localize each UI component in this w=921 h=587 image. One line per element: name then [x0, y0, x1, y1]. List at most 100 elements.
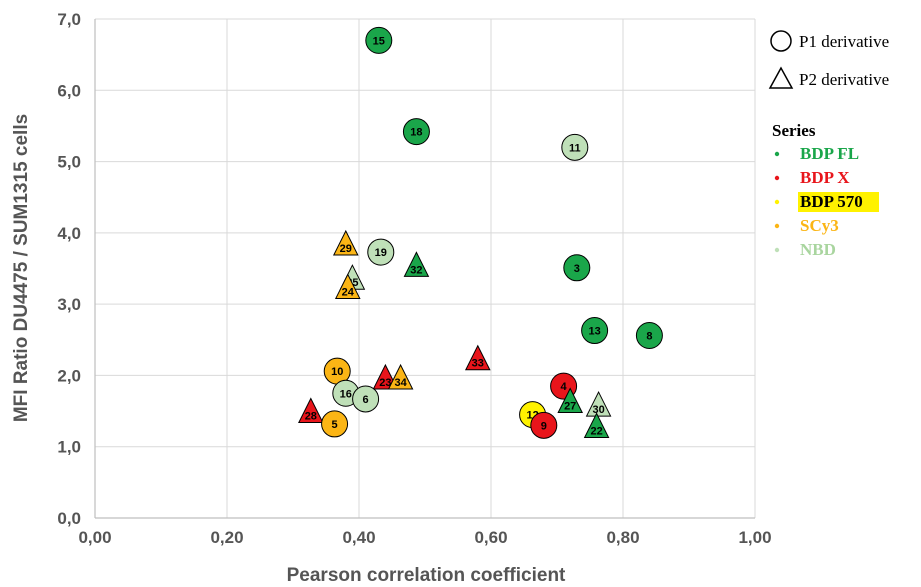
point-label: 29	[340, 243, 352, 255]
triangle-point-22: 22	[583, 412, 610, 438]
legend-series-label: NBD	[800, 240, 836, 259]
legend-shape-label: P2 derivative	[799, 70, 889, 89]
x-axis-label: Pearson correlation coefficient	[287, 565, 566, 586]
point-marker	[334, 273, 361, 299]
point-label: 24	[342, 286, 355, 298]
circle-point-9: 9	[530, 411, 558, 439]
legend-shape-label: P1 derivative	[799, 32, 889, 51]
point-label: 9	[541, 420, 547, 432]
tick-labels: 0,00 0,20 0,40 0,60 0,80 1,00 0,0 1,0 2,0 3,0 4,0 5…	[57, 10, 771, 547]
legend-triangle-icon	[768, 66, 794, 89]
point-label: 13	[588, 326, 600, 338]
legend-series-dot	[774, 151, 780, 157]
point-label: 6	[363, 394, 369, 406]
point-label: 4	[561, 381, 568, 393]
triangle-point-32: 32	[403, 251, 430, 277]
point-marker	[365, 26, 393, 54]
x-tick-label: 0,60	[474, 528, 507, 547]
point-label: 16	[340, 388, 352, 400]
circle-point-13: 13	[581, 317, 609, 345]
legend-series-dot	[774, 247, 780, 253]
circle-point-15: 15	[365, 26, 393, 54]
point-label: 3	[574, 263, 580, 275]
point-label: 11	[569, 142, 581, 154]
point-label: 30	[592, 404, 604, 416]
point-marker	[581, 317, 609, 345]
point-marker	[561, 133, 589, 161]
y-axis-label: MFI Ratio DU4475 / SUM1315 cells	[11, 114, 32, 422]
point-label: 23	[379, 377, 391, 389]
point-label: 32	[410, 264, 422, 276]
point-marker	[298, 397, 324, 423]
triangle-point-24: 24	[334, 273, 361, 299]
point-marker	[563, 254, 591, 282]
circle-point-11: 11	[561, 133, 589, 161]
point-marker	[635, 322, 663, 350]
point-label: 15	[373, 35, 385, 47]
legend-series-label: BDP 570	[800, 192, 863, 211]
triangle-point-27: 27	[557, 387, 584, 414]
point-label: 8	[646, 331, 652, 343]
point-label: 18	[410, 127, 422, 139]
y-tick-label: 7,0	[57, 10, 81, 29]
legend-series-dot	[774, 199, 780, 205]
triangle-point-30: 30	[585, 390, 612, 417]
circle-point-10: 10	[323, 357, 351, 385]
grid-lines	[95, 18, 756, 518]
point-marker	[367, 238, 395, 266]
x-tick-label: 0,80	[606, 528, 639, 547]
y-tick-label: 0,0	[57, 509, 81, 528]
point-label: 34	[394, 377, 407, 389]
triangle-point-33: 33	[464, 344, 491, 371]
triangle-point-28: 28	[298, 397, 324, 423]
circle-point-19: 19	[367, 238, 395, 266]
point-label: 5	[332, 419, 338, 431]
circle-point-18: 18	[402, 118, 430, 146]
point-marker	[530, 411, 558, 439]
legend-series-dot	[774, 223, 780, 229]
x-tick-label: 1,00	[738, 528, 771, 547]
point-label: 10	[331, 366, 343, 378]
point-marker	[321, 410, 349, 438]
point-marker	[352, 385, 380, 413]
point-marker	[464, 344, 491, 371]
point-marker	[557, 387, 584, 414]
point-marker	[403, 251, 430, 277]
y-tick-label: 2,0	[57, 366, 81, 385]
x-tick-label: 0,20	[210, 528, 243, 547]
y-tick-label: 6,0	[57, 81, 81, 100]
point-marker	[332, 229, 359, 256]
y-tick-label: 4,0	[57, 224, 81, 243]
legend-series-title: Series	[772, 121, 816, 140]
triangle-point-29: 29	[332, 229, 359, 256]
point-marker	[585, 390, 612, 417]
point-marker	[402, 118, 430, 146]
legend-series-highlight	[798, 192, 879, 212]
legend-series-label: SCy3	[800, 216, 839, 235]
y-tick-label: 3,0	[57, 295, 81, 314]
triangle-point-34: 34	[387, 363, 414, 390]
x-tick-label: 0,40	[342, 528, 375, 547]
axes	[94, 19, 755, 519]
point-marker	[583, 412, 610, 438]
point-label: 27	[564, 401, 576, 413]
legend: P1 derivative P2 derivative Series BDP FL BD…	[768, 30, 889, 259]
circle-point-3: 3	[563, 254, 591, 282]
point-label: 28	[305, 410, 317, 422]
circle-point-5: 5	[321, 410, 349, 438]
point-marker	[387, 363, 414, 390]
point-label: 19	[375, 247, 387, 259]
point-label: 22	[590, 425, 602, 437]
point-label: 33	[472, 358, 484, 370]
legend-series-label: BDP FL	[800, 144, 859, 163]
legend-series-label: BDP X	[800, 168, 850, 187]
y-tick-label: 5,0	[57, 153, 81, 172]
legend-circle-icon	[770, 30, 792, 52]
y-tick-label: 1,0	[57, 438, 81, 457]
x-tick-label: 0,00	[78, 528, 111, 547]
legend-series-dot	[774, 175, 780, 181]
circle-point-6: 6	[352, 385, 380, 413]
circle-point-8: 8	[635, 322, 663, 350]
data-points: 1518112919323252413833102334416627302812…	[298, 26, 663, 439]
